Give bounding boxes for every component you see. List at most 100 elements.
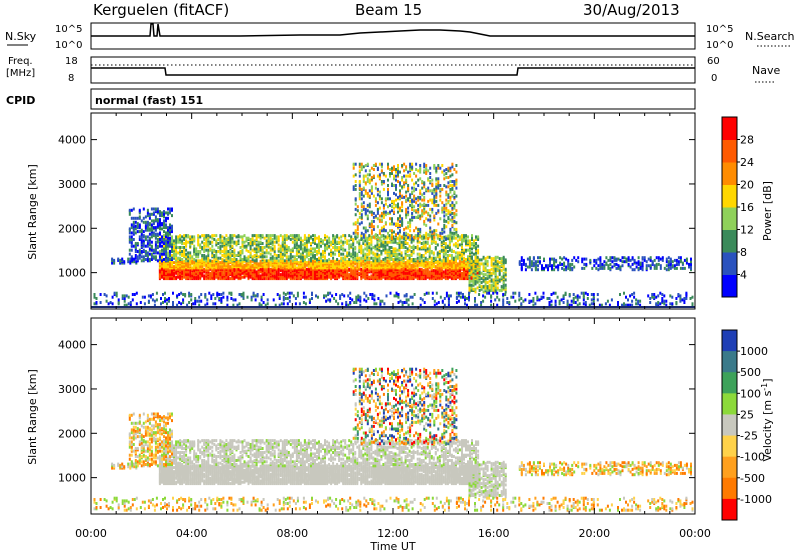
echo-cell — [307, 236, 310, 240]
echo-cell — [448, 246, 451, 249]
echo-cell — [428, 252, 431, 256]
echo-cell — [265, 248, 268, 252]
echo-cell — [401, 185, 404, 189]
echo-cell — [136, 216, 139, 220]
echo-cell — [283, 273, 286, 277]
echo-cell — [305, 273, 308, 277]
echo-cell — [393, 206, 395, 210]
echo-cell — [442, 248, 445, 252]
echo-cell — [410, 240, 413, 244]
echo-cell — [463, 271, 465, 275]
echo-cell — [233, 267, 236, 271]
echo-cell — [148, 232, 151, 236]
echo-cell — [338, 250, 341, 253]
echo-cell — [154, 218, 157, 222]
echo-cell — [445, 225, 448, 229]
echo-cell — [301, 262, 304, 266]
echo-cell — [543, 257, 545, 261]
echo-cell — [211, 244, 214, 248]
echo-cell — [446, 259, 449, 263]
echo-cell — [657, 258, 660, 262]
echo-cell — [472, 279, 475, 283]
echo-cell — [370, 225, 373, 229]
echo-cell — [356, 227, 359, 231]
echo-cell — [386, 243, 389, 247]
echo-cell — [223, 259, 226, 263]
echo-cell — [471, 234, 473, 238]
echo-cell — [305, 239, 308, 243]
echo-cell — [659, 266, 662, 270]
echo-cell — [269, 239, 272, 243]
echo-cell — [289, 255, 292, 259]
echo-cell — [486, 262, 489, 266]
echo-cell — [376, 201, 379, 205]
echo-cell — [387, 166, 389, 170]
echo-cell — [615, 262, 618, 266]
echo-cell — [589, 258, 592, 262]
echo-cell — [394, 275, 397, 279]
echo-cell — [637, 262, 640, 266]
echo-cell — [432, 256, 435, 260]
echo-cell — [441, 187, 444, 191]
echo-cell — [411, 203, 414, 207]
echo-cell — [417, 237, 420, 241]
echo-cell — [455, 182, 458, 186]
echo-cell — [301, 255, 304, 259]
echo-cell — [453, 190, 456, 194]
echo-cell — [358, 165, 361, 169]
echo-cell — [245, 236, 248, 240]
echo-cell — [468, 283, 471, 287]
nsearch-label: N.Search — [745, 30, 795, 43]
echo-cell — [171, 235, 173, 239]
echo-cell — [528, 260, 531, 264]
echo-cell — [358, 242, 361, 245]
echo-cell — [281, 247, 284, 251]
echo-cell — [249, 262, 252, 266]
echo-cell — [267, 277, 270, 281]
echo-cell — [458, 259, 461, 263]
echo-cell — [358, 186, 361, 190]
echo-cell — [372, 235, 375, 239]
echo-cell — [409, 165, 412, 169]
echo-cell — [207, 242, 210, 245]
echo-cell — [207, 269, 210, 273]
echo-cell — [386, 254, 389, 257]
echo-cell — [185, 252, 188, 256]
echo-cell — [368, 178, 371, 182]
echo-cell — [445, 219, 448, 223]
echo-cell — [231, 240, 234, 244]
echo-cell — [609, 266, 612, 270]
echo-cell — [412, 250, 415, 253]
echo-cell — [469, 255, 471, 259]
echo-cell — [171, 207, 173, 211]
echo-cell — [528, 265, 531, 269]
echo-cell — [520, 258, 523, 262]
echo-cell — [287, 262, 290, 266]
echo-cell — [273, 236, 276, 240]
echo-cell — [488, 255, 491, 259]
echo-cell — [269, 234, 272, 238]
echo-cell — [338, 254, 341, 257]
echo-cell — [209, 247, 212, 251]
echo-cell — [549, 257, 551, 261]
echo-cell — [502, 274, 505, 278]
echo-cell — [603, 260, 606, 264]
echo-cell — [415, 201, 418, 205]
echo-cell — [261, 261, 264, 265]
echo-cell — [132, 238, 135, 241]
echo-cell — [215, 239, 218, 243]
echo-cell — [163, 244, 165, 248]
echo-cell — [275, 271, 278, 275]
echo-cell — [299, 244, 302, 248]
echo-cell — [211, 240, 214, 244]
echo-cell — [364, 164, 367, 167]
echo-cell — [277, 247, 280, 251]
echo-cell — [275, 266, 278, 270]
echo-cell — [456, 243, 459, 247]
echo-cell — [603, 266, 606, 270]
echo-cell — [263, 255, 266, 259]
echo-cell — [405, 231, 408, 235]
echo-cell — [433, 164, 436, 167]
echo-cell — [549, 260, 551, 264]
echo-cell — [217, 242, 220, 245]
